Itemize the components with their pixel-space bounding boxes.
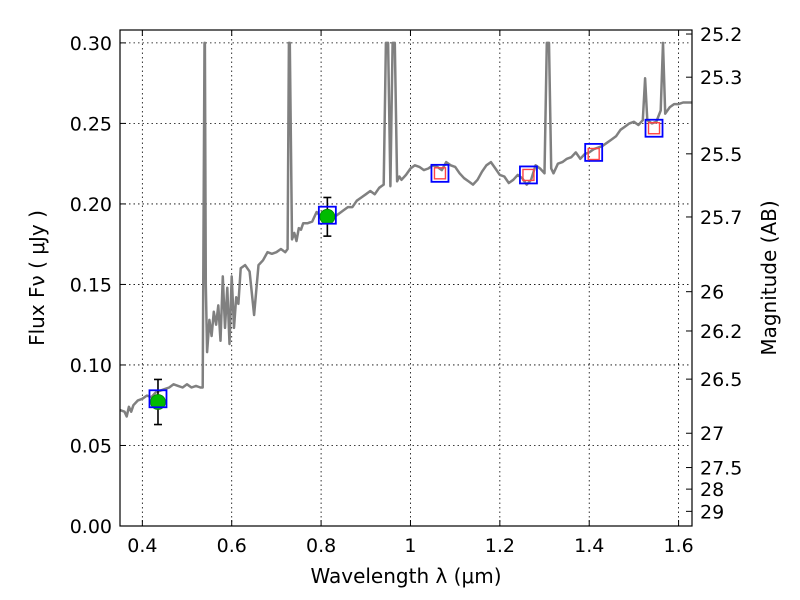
blue-square-marker	[430, 163, 450, 183]
photometry-point	[150, 394, 166, 410]
plot-frame	[119, 29, 693, 527]
spectrum-line	[120, 41, 692, 418]
photometry-point	[319, 208, 336, 225]
y-tick-label: 0.05	[70, 435, 112, 457]
right-tick-label: 26.5	[700, 369, 742, 391]
red-square-marker	[522, 168, 535, 182]
x-axis-title: Wavelength λ (μm)	[310, 564, 501, 588]
right-tick-label: 25.3	[700, 67, 742, 89]
x-tick-label: 1.4	[574, 535, 604, 557]
y-tick-labels: 0.00 0.05 0.10 0.15 0.20 0.25 0.30	[70, 33, 112, 538]
y-tick-label: 0.15	[70, 274, 112, 296]
photometry-points	[150, 208, 336, 410]
right-axis-title: Magnitude (AB)	[757, 200, 781, 355]
red-square-marker	[587, 147, 600, 161]
blue-square-marker	[317, 205, 337, 225]
x-tick-label: 0.8	[306, 535, 336, 557]
y-tick-label: 0.30	[70, 33, 112, 55]
blue-square-marker	[148, 389, 168, 409]
red-square-marker	[433, 167, 447, 180]
blue-square-marker	[644, 118, 664, 138]
right-tick-label: 25.7	[700, 207, 742, 229]
right-tick-label: 27	[700, 423, 724, 445]
model-squares	[148, 118, 664, 409]
right-tick-label: 29	[700, 501, 724, 523]
right-tick-label: 26.2	[700, 321, 742, 343]
red-square-marker	[647, 122, 661, 135]
x-tick-labels: 0.4 0.6 0.8 1 1.2 1.4 1.6	[127, 535, 693, 557]
x-tick-label: 1	[404, 535, 416, 557]
right-tick-label: 27.5	[700, 458, 742, 480]
blue-square-marker	[584, 142, 604, 162]
x-tick-label: 0.4	[127, 535, 157, 557]
y-axis-title: Flux Fν ( μJy )	[25, 210, 49, 346]
y-tick-label: 0.10	[70, 355, 112, 377]
right-tick-label: 25.2	[700, 24, 742, 46]
y-tick-label: 0.25	[70, 113, 112, 135]
x-tick-label: 1.6	[663, 535, 693, 557]
x-tick-label: 0.6	[217, 535, 247, 557]
blue-square-marker	[519, 165, 538, 185]
plot-area	[120, 30, 692, 526]
ticks	[120, 30, 692, 527]
right-tick-label: 25.5	[700, 144, 742, 166]
x-tick-label: 1.2	[485, 535, 515, 557]
y-tick-label: 0.20	[70, 194, 112, 216]
y-tick-label: 0.00	[70, 516, 112, 538]
right-tick-label: 26	[700, 282, 724, 304]
right-tick-label: 28	[700, 479, 724, 501]
